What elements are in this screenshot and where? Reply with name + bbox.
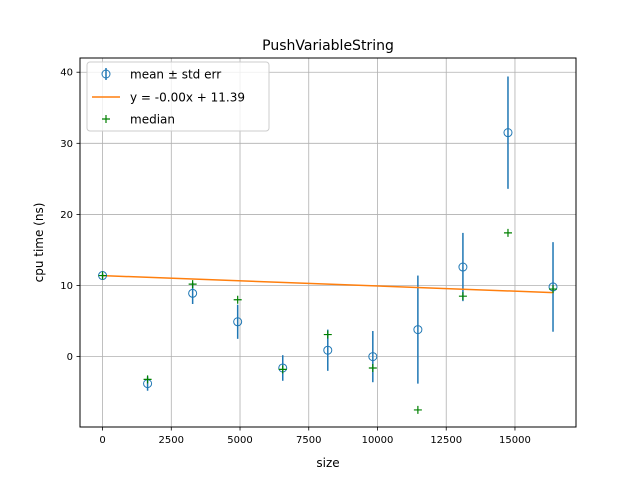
fit-line xyxy=(102,274,554,294)
x-tick-label: 5000 xyxy=(227,435,252,446)
x-tick-label: 7500 xyxy=(296,435,321,446)
x-tick-label: 0 xyxy=(99,435,105,446)
axis-ticks: 0 2500 5000 7500 10000 12500 15000 0 10 20 30 40 xyxy=(60,68,531,446)
median-marker xyxy=(143,375,152,384)
median-marker xyxy=(323,330,332,339)
legend-entry-fit: y = -0.00x + 11.39 xyxy=(92,91,245,105)
median-marker xyxy=(458,292,467,301)
mean-marker xyxy=(503,128,513,138)
median-marker xyxy=(368,363,377,372)
legend-entry-median: median xyxy=(102,113,175,127)
x-tick-label: 15000 xyxy=(499,435,531,446)
x-tick-label: 10000 xyxy=(362,435,394,446)
y-tick-label: 40 xyxy=(60,68,73,79)
y-tick-label: 0 xyxy=(67,352,73,363)
x-tick-label: 12500 xyxy=(430,435,462,446)
mean-marker xyxy=(323,345,333,355)
median-marker xyxy=(278,365,287,374)
legend-box xyxy=(86,61,270,132)
legend-label-mean: mean ± std err xyxy=(130,68,221,82)
legend-label-fit: y = -0.00x + 11.39 xyxy=(130,91,245,105)
mean-marker xyxy=(188,288,198,298)
legend-plus-marker-icon xyxy=(102,115,110,123)
plot-data xyxy=(98,76,558,414)
median-marker xyxy=(233,295,242,304)
y-axis-label: cpu time (ns) xyxy=(32,203,46,283)
median-marker xyxy=(549,285,558,294)
y-tick-label: 30 xyxy=(60,139,73,150)
mean-marker xyxy=(368,352,378,362)
legend-entry-mean: mean ± std err xyxy=(101,68,221,82)
median-marker xyxy=(413,405,422,414)
chart-title: PushVariableString xyxy=(262,38,394,54)
x-tick-label: 2500 xyxy=(159,435,184,446)
median-marker xyxy=(98,271,107,280)
legend: mean ± std err y = -0.00x + 11.39 median xyxy=(86,61,270,132)
plot-frame xyxy=(79,57,577,428)
mean-marker xyxy=(458,262,468,272)
mean-marker xyxy=(233,317,243,327)
legend-label-median: median xyxy=(130,113,175,127)
mean-marker xyxy=(413,325,423,335)
x-axis-label: size xyxy=(316,456,339,470)
y-tick-label: 10 xyxy=(60,281,73,292)
median-marker xyxy=(503,228,512,237)
median-marker xyxy=(188,280,197,289)
legend-circle-marker-icon xyxy=(101,69,111,79)
y-tick-label: 20 xyxy=(60,210,73,221)
